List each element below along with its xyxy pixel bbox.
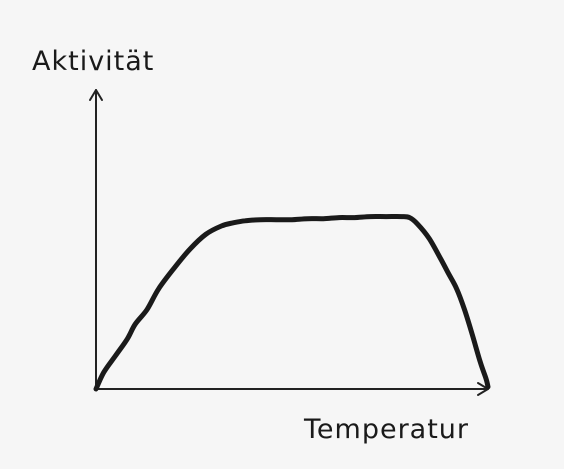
series-line-activity-curve	[93, 214, 491, 392]
axes	[89, 89, 489, 396]
y-axis-arrowhead	[89, 89, 103, 101]
y-axis-label: Aktivität	[32, 46, 154, 77]
x-axis-label: Temperatur	[303, 414, 469, 445]
